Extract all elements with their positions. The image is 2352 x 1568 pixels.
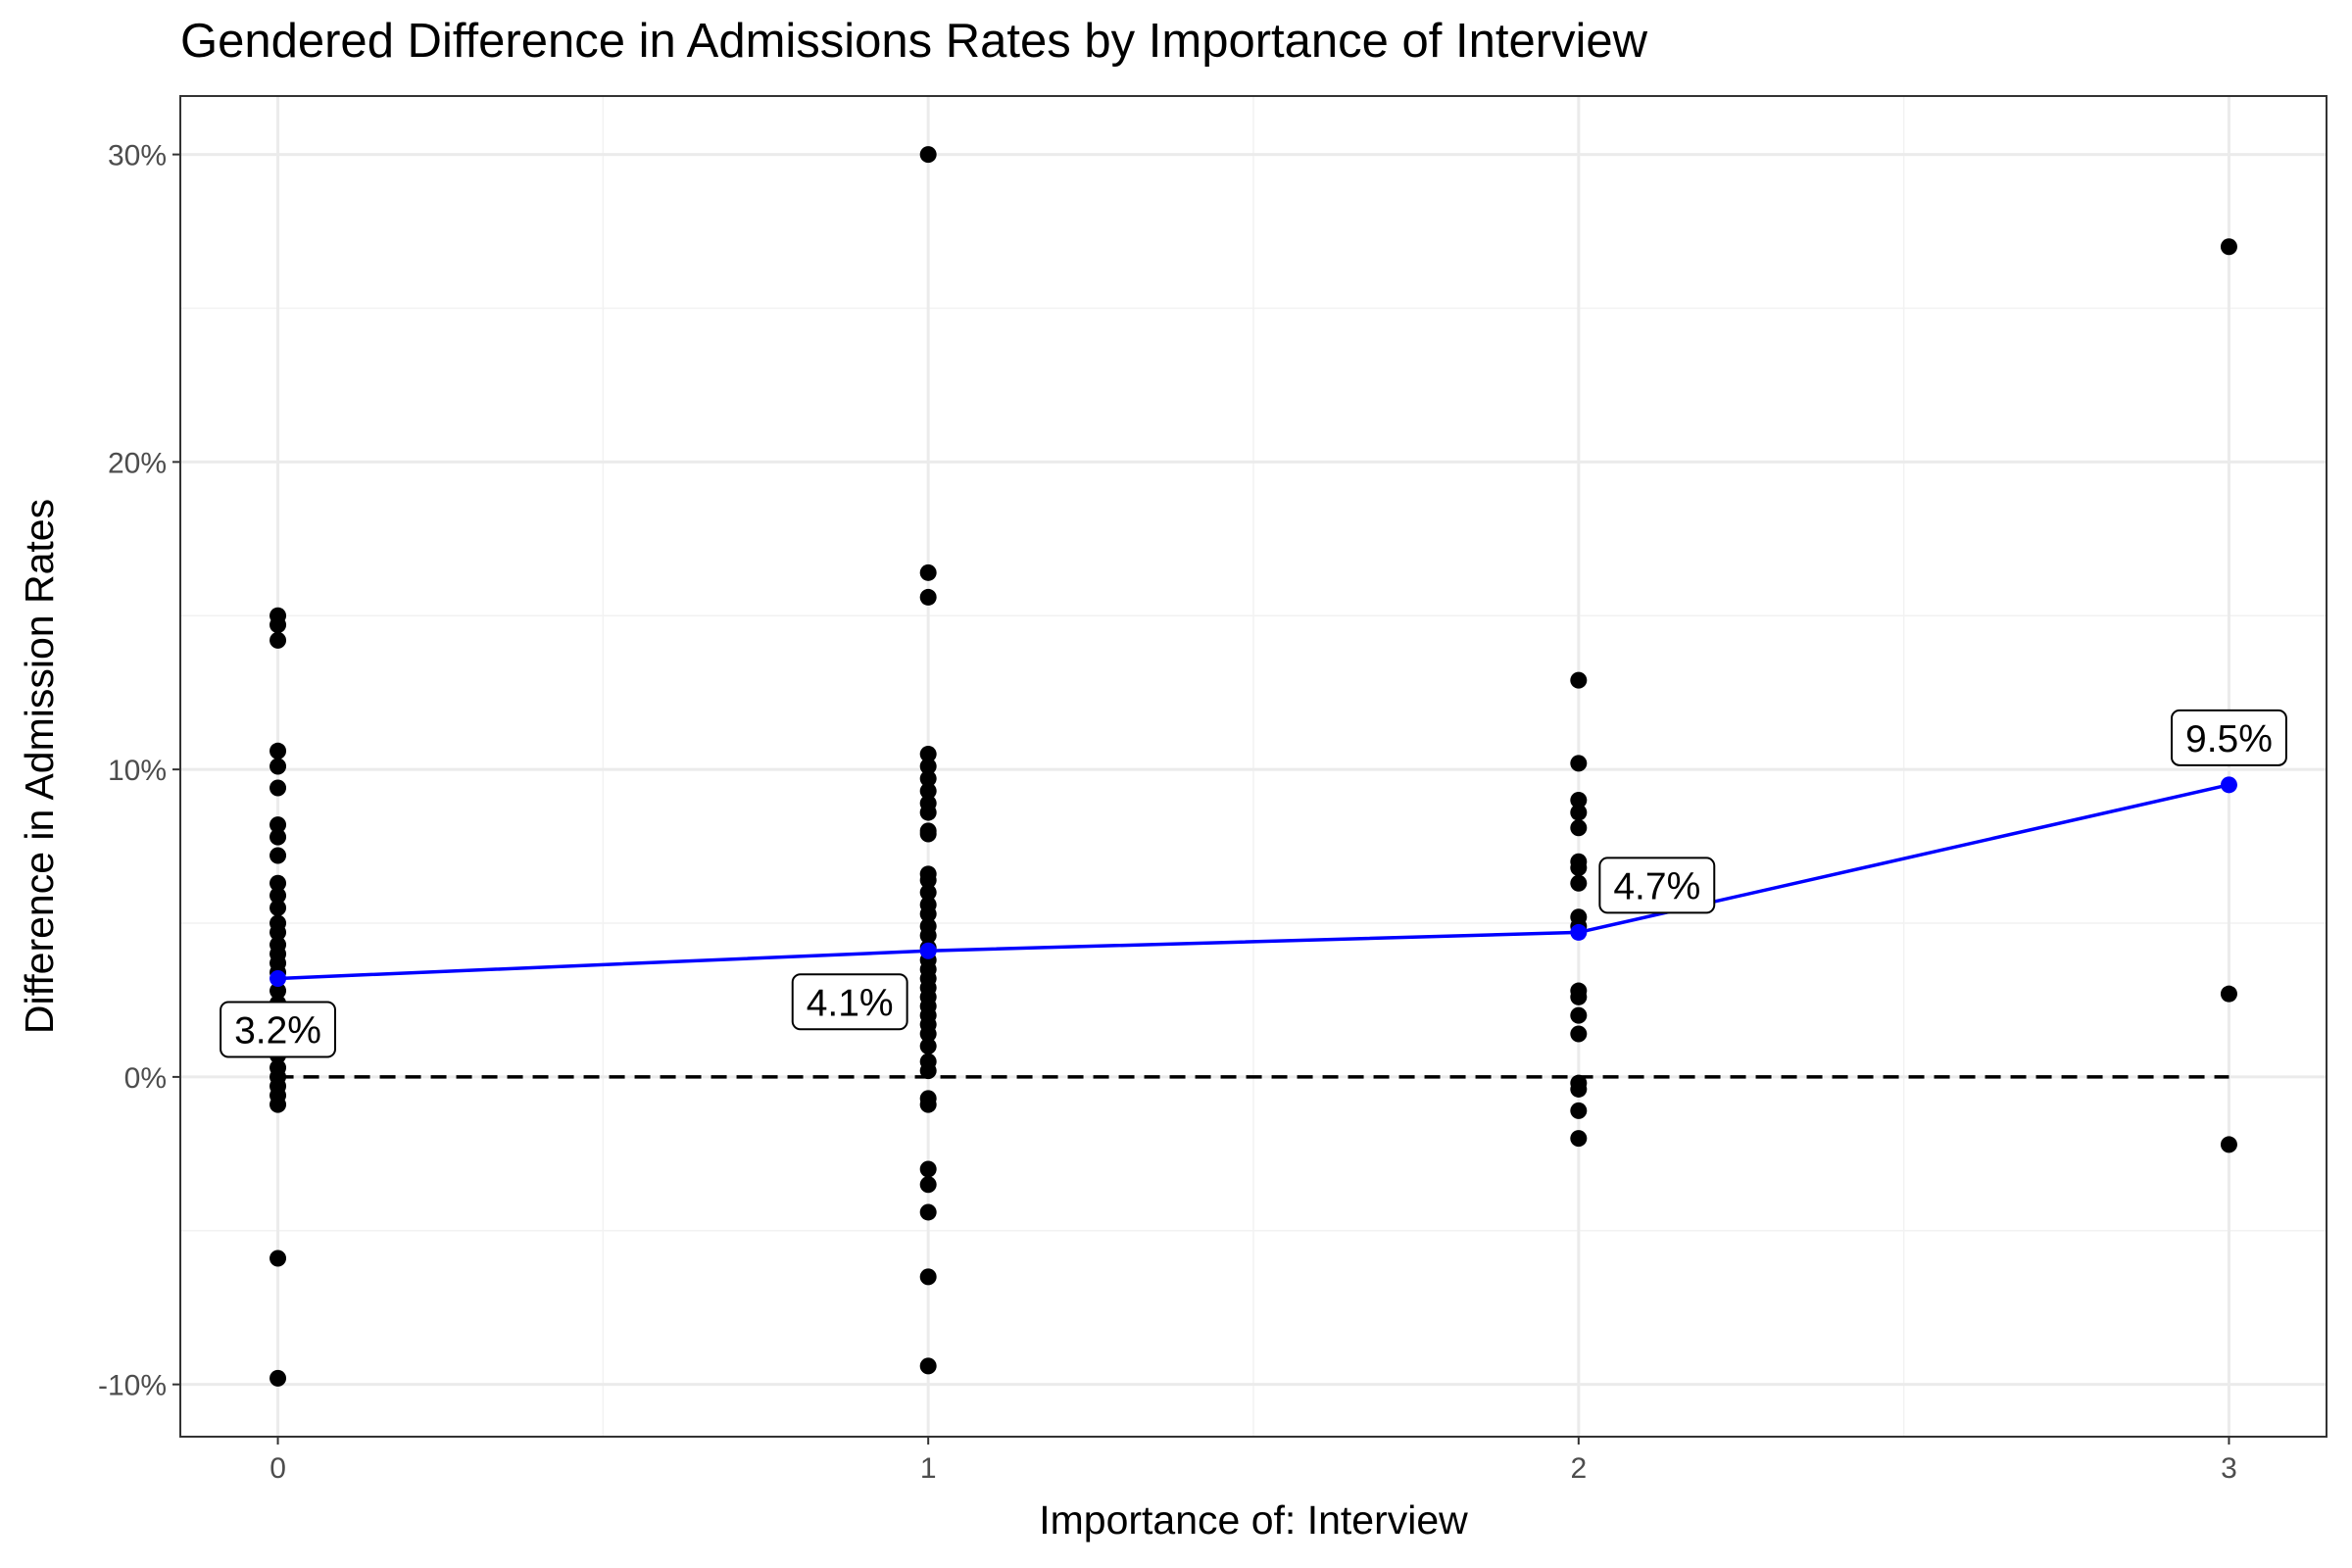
scatter-point xyxy=(1570,671,1588,689)
mean-point xyxy=(2220,776,2237,794)
x-tick-label: 0 xyxy=(270,1452,286,1485)
scatter-point xyxy=(919,1160,937,1178)
data-label: 9.5% xyxy=(2171,709,2287,766)
scatter-point xyxy=(1570,1130,1588,1148)
scatter-point xyxy=(1570,988,1588,1005)
data-label-box xyxy=(791,973,908,1031)
scatter-point xyxy=(919,906,937,923)
scatter-point xyxy=(270,847,287,864)
scatter-point xyxy=(1570,1102,1588,1119)
mean-point xyxy=(919,942,937,959)
scatter-point xyxy=(2220,1136,2237,1153)
y-tick-label: 10% xyxy=(108,755,167,787)
scatter-point xyxy=(919,1038,937,1055)
scatter-point xyxy=(919,758,937,775)
scatter-point xyxy=(919,770,937,788)
scatter-point xyxy=(919,1025,937,1043)
y-axis-title: Difference in Admission Rates xyxy=(17,499,62,1034)
scatter-point xyxy=(270,899,287,916)
data-label: 3.2% xyxy=(220,1001,336,1058)
y-tick-label: 30% xyxy=(108,140,167,172)
scatter-point xyxy=(2220,985,2237,1003)
scatter-point xyxy=(1570,1006,1588,1024)
scatter-point xyxy=(919,1062,937,1080)
scatter-point xyxy=(270,874,287,892)
scatter-point xyxy=(919,1203,937,1221)
data-label: 4.1% xyxy=(791,973,908,1031)
scatter-point xyxy=(919,927,937,945)
x-axis-title: Importance of: Interview xyxy=(1039,1497,1468,1543)
scatter-point xyxy=(919,1176,937,1194)
scatter-point xyxy=(270,816,287,834)
scatter-point xyxy=(919,745,937,762)
data-label-box xyxy=(220,1001,336,1058)
scatter-point xyxy=(270,887,287,905)
scatter-point xyxy=(1570,1080,1588,1098)
chart-title: Gendered Difference in Admissions Rates … xyxy=(180,15,1648,68)
plot-border xyxy=(179,95,2328,1438)
scatter-point xyxy=(270,1369,287,1387)
mean-line xyxy=(277,783,2230,981)
scatter-point xyxy=(2220,238,2237,256)
mean-line-series xyxy=(270,776,2237,987)
mean-point xyxy=(1570,923,1588,941)
scatter-point xyxy=(919,782,937,800)
data-label-text: 4.7% xyxy=(1613,865,1700,907)
scatter-point xyxy=(1570,792,1588,809)
scatter-point xyxy=(270,828,287,846)
scatter-point xyxy=(919,588,937,606)
x-tick-label: 2 xyxy=(1570,1452,1587,1485)
scatter-point xyxy=(270,982,287,1000)
y-tick-label: 20% xyxy=(108,447,167,479)
scatter-point xyxy=(1570,755,1588,772)
scatter-point xyxy=(270,631,287,649)
y-tick-label: -10% xyxy=(98,1370,167,1402)
scatter-point xyxy=(270,1096,287,1113)
scatter-point xyxy=(270,1250,287,1267)
scatter-point xyxy=(270,616,287,634)
scatter-point xyxy=(919,564,937,581)
data-label-box xyxy=(2171,709,2287,766)
scatter-point xyxy=(1570,859,1588,877)
scatter-points xyxy=(270,146,2237,1387)
scatter-point xyxy=(919,146,937,164)
data-label-text: 9.5% xyxy=(2185,718,2273,760)
scatter-point xyxy=(1570,874,1588,892)
scatter-point xyxy=(919,804,937,821)
data-label-text: 3.2% xyxy=(234,1009,321,1052)
scatter-point xyxy=(919,1357,937,1375)
data-label-text: 4.1% xyxy=(807,982,894,1024)
scatter-point xyxy=(270,742,287,760)
scatter-point xyxy=(919,1096,937,1113)
x-tick-label: 3 xyxy=(2221,1452,2237,1485)
x-tick-label: 1 xyxy=(920,1452,937,1485)
axes: -10% 0% 10% 20% 30% 0 1 2 3 xyxy=(98,140,2237,1485)
scatter-point xyxy=(1570,819,1588,837)
scatter-point xyxy=(919,871,937,889)
scatter-point xyxy=(270,923,287,941)
scatter-point xyxy=(919,1268,937,1286)
grid-lines xyxy=(180,96,2327,1437)
y-tick-label: 0% xyxy=(124,1062,167,1095)
mean-data-labels: 3.2% 4.1% 4.7% 9.5% xyxy=(220,709,2287,1058)
scatter-point xyxy=(270,758,287,775)
scatter-point xyxy=(919,825,937,843)
data-label: 4.7% xyxy=(1598,857,1716,914)
scatter-point xyxy=(1570,1025,1588,1043)
scatter-point xyxy=(270,779,287,797)
scatter-point xyxy=(1570,804,1588,821)
scatter-point xyxy=(919,884,937,902)
data-label-box xyxy=(1598,857,1716,914)
mean-point xyxy=(270,969,287,987)
